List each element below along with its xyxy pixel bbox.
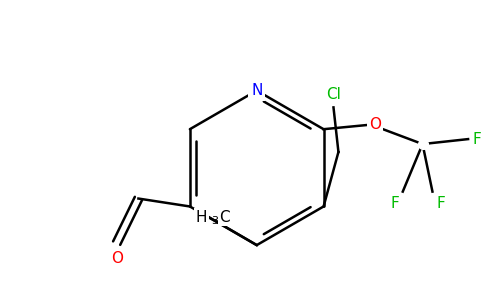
- Text: O: O: [111, 251, 122, 266]
- Text: C: C: [219, 210, 230, 225]
- Text: Cl: Cl: [326, 87, 341, 102]
- Text: F: F: [472, 132, 481, 147]
- Text: 3: 3: [211, 216, 218, 226]
- Text: H: H: [196, 210, 207, 225]
- Text: O: O: [369, 117, 381, 132]
- Text: F: F: [437, 196, 445, 211]
- Text: N: N: [251, 83, 262, 98]
- Text: F: F: [390, 196, 399, 211]
